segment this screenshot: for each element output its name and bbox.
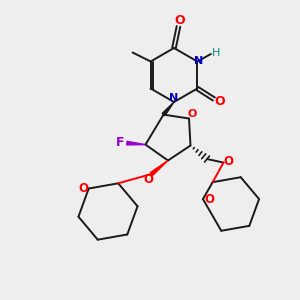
Text: O: O — [214, 95, 225, 108]
Text: O: O — [188, 109, 197, 119]
Text: N: N — [169, 93, 178, 103]
Polygon shape — [162, 102, 174, 116]
Text: H: H — [212, 47, 220, 58]
Text: O: O — [175, 14, 185, 28]
Text: N: N — [194, 56, 203, 66]
Polygon shape — [127, 141, 146, 145]
Text: F: F — [116, 136, 124, 149]
Text: O: O — [205, 193, 214, 206]
Text: O: O — [78, 182, 88, 195]
Polygon shape — [150, 160, 168, 175]
Text: O: O — [224, 154, 234, 168]
Text: O: O — [143, 173, 153, 186]
